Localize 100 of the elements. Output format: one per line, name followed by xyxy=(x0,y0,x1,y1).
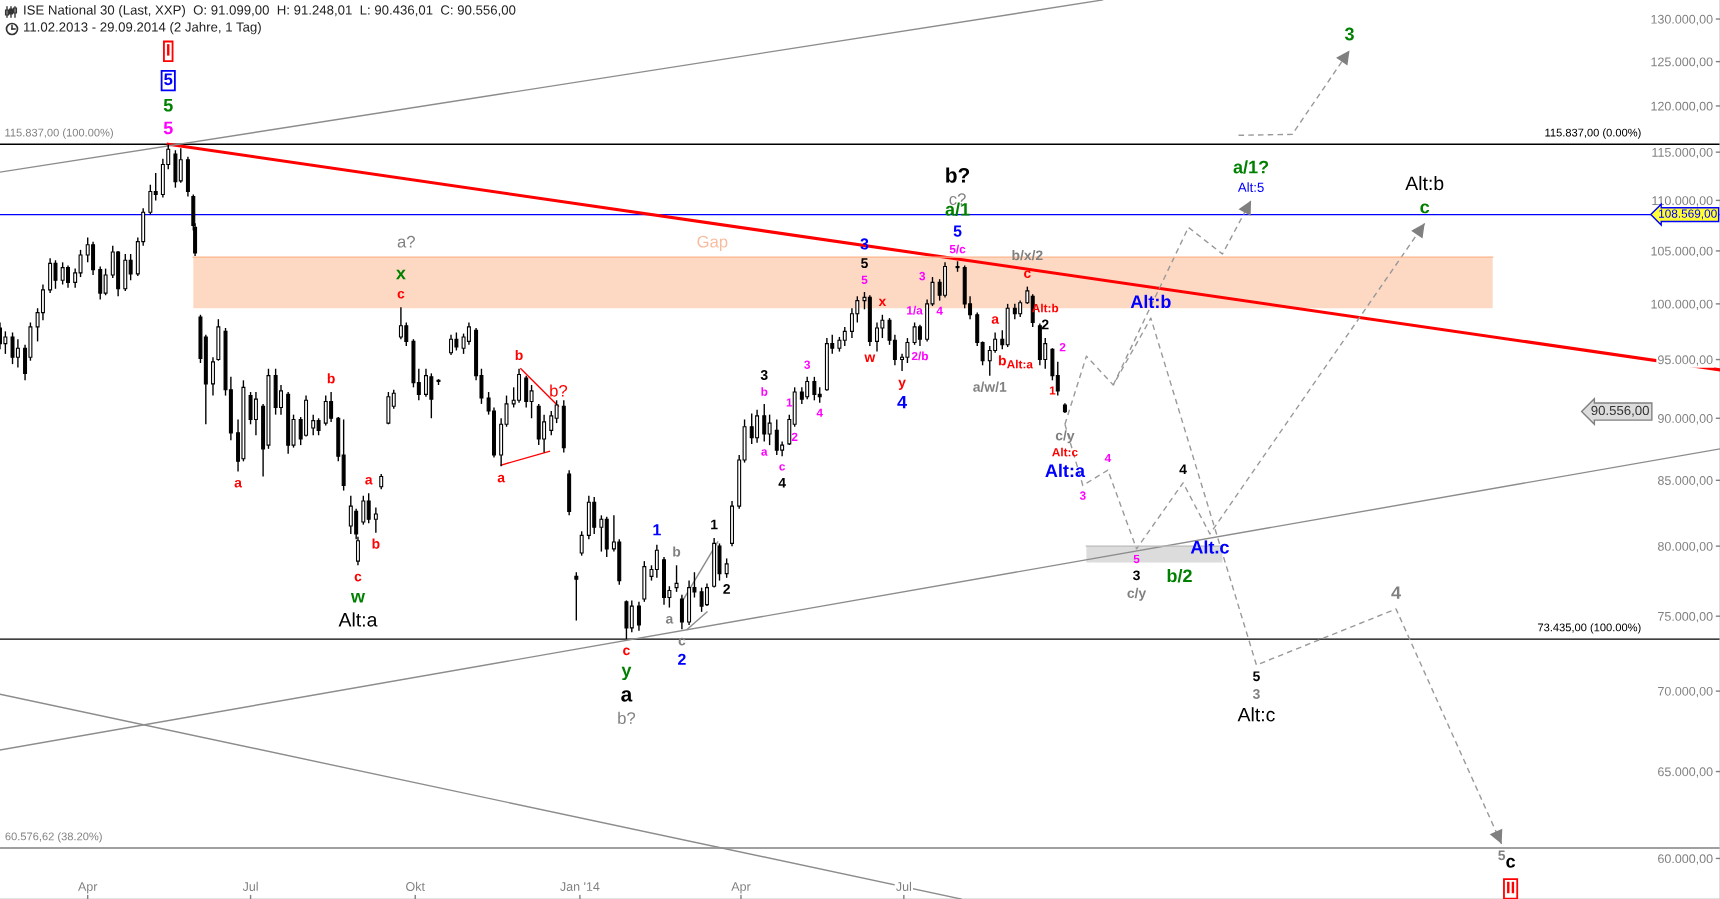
y-tick-label: 105.000,00 xyxy=(1651,246,1713,258)
text: 11.02.2013 - 29.09.2014 (2 Jahre, 1 Tag) xyxy=(24,22,261,35)
annotation: 4 xyxy=(1104,453,1112,463)
annotation: c xyxy=(1506,857,1516,868)
annotation: 4 xyxy=(778,478,786,488)
annotation: c xyxy=(779,464,786,471)
y-tick-label: 110.000,00 xyxy=(1652,196,1713,207)
y-tick-label: 90.000,00 xyxy=(1658,414,1713,425)
annotation: 73.435,00 (100.00%) xyxy=(1538,623,1641,634)
annotation: b xyxy=(372,538,380,549)
annotation: Alt:b xyxy=(1405,175,1444,191)
annotation: 60.576,62 (38.20%) xyxy=(5,832,102,843)
annotation: 2 xyxy=(678,653,686,665)
y-tick-label: 80.000,00 xyxy=(1657,541,1713,553)
annotation: b xyxy=(998,355,1006,366)
annotation: b? xyxy=(618,711,636,725)
annotation: a xyxy=(665,616,674,624)
annotation: 3 xyxy=(860,238,869,250)
annotation: a xyxy=(497,474,506,483)
annotation: 1 xyxy=(653,524,661,536)
annotation: 3 xyxy=(804,360,811,369)
annotation: 5 xyxy=(861,275,868,285)
annotation: 2 xyxy=(1059,343,1066,352)
annotation: 5 xyxy=(953,225,962,237)
annotation: a/1? xyxy=(1233,160,1269,174)
annotation: 4 xyxy=(897,395,907,409)
annotation: a? xyxy=(397,235,415,248)
annotation: Alt:a xyxy=(338,612,378,627)
annotation: 2 xyxy=(723,584,730,594)
annotation: c xyxy=(1420,203,1430,214)
x-tick-label: Okt xyxy=(406,881,425,891)
annotation: 2 xyxy=(1041,319,1049,330)
x-tick-label: Apr xyxy=(731,882,751,894)
annotation: 3 xyxy=(1079,491,1086,500)
annotation: 5 xyxy=(1498,850,1506,861)
annotation: I xyxy=(167,44,170,56)
annotation: 2/b xyxy=(911,351,928,361)
y-tick-label: 60.000,00 xyxy=(1658,854,1713,865)
ref-line-label: 108.569,00 xyxy=(1659,209,1717,220)
annotation: Alt:c xyxy=(1237,707,1275,722)
annotation: 90.556,00 xyxy=(1591,405,1649,417)
annotation: c/y xyxy=(1127,587,1147,601)
annotation: 5 xyxy=(163,121,173,135)
annotation: 115.837,00 (100.00%) xyxy=(5,128,113,139)
annotation: 115.837,00 (0.00%) xyxy=(1545,128,1641,139)
annotation: 1/a xyxy=(907,305,923,315)
annotation: 3 xyxy=(1132,570,1140,581)
annotation: 4 xyxy=(816,408,823,417)
annotation: a xyxy=(991,316,1000,324)
x-tick-label: Jan '14 xyxy=(560,882,600,891)
annotation: 3 xyxy=(919,271,926,281)
annotation: 1 xyxy=(711,519,718,530)
annotation: b? xyxy=(946,167,970,183)
y-tick-label: 85.000,00 xyxy=(1657,476,1713,487)
annotation: 3 xyxy=(1252,689,1260,699)
annotation: c xyxy=(354,573,362,582)
annotation: w xyxy=(864,354,876,362)
annotation: 4 xyxy=(936,306,943,315)
x-tick-label: Jul xyxy=(896,881,911,891)
y-tick-label: 75.000,00 xyxy=(1658,611,1713,623)
annotation: 3 xyxy=(760,370,768,380)
y-tick-label: 125.000,00 xyxy=(1651,57,1713,68)
annotation: Alt:a xyxy=(1006,359,1034,369)
annotation: II xyxy=(1507,881,1515,894)
annotation: 5/c xyxy=(949,244,966,254)
y-tick-label: 95.000,00 xyxy=(1658,355,1713,366)
annotation: c xyxy=(623,647,630,656)
annotation: 4 xyxy=(1391,586,1401,599)
annotation: 1 xyxy=(1049,386,1056,395)
annotation: b xyxy=(761,387,768,396)
annotation: 3 xyxy=(1344,27,1354,41)
annotation: c xyxy=(397,290,405,299)
annotation: b? xyxy=(550,384,568,397)
annotation: b/2 xyxy=(1167,568,1192,583)
annotation: 5 xyxy=(164,73,173,86)
annotation: x xyxy=(396,269,406,280)
annotation: Gap xyxy=(697,235,728,251)
annotation: Alt:b xyxy=(1130,294,1171,309)
annotation: Alt:a xyxy=(1045,463,1086,478)
annotation: 5 xyxy=(1133,554,1140,564)
x-tick-label: Apr xyxy=(78,882,98,894)
y-tick-label: 130.000,00 xyxy=(1651,14,1713,26)
annotation: a xyxy=(365,476,373,485)
annotation: 1 xyxy=(786,398,793,407)
annotation: 5 xyxy=(861,258,868,269)
annotation: x xyxy=(878,298,887,307)
annotation: Alt.c xyxy=(1190,540,1229,554)
y-tick-label: 70.000,00 xyxy=(1658,686,1713,698)
y-tick-label: 120.000,00 xyxy=(1651,101,1713,113)
y-tick-label: 65.000,00 xyxy=(1658,767,1713,778)
annotation: Alt:5 xyxy=(1237,182,1264,192)
annotation: a xyxy=(234,479,242,488)
y-tick-label: 115.000,00 xyxy=(1652,147,1713,159)
annotation: a xyxy=(621,690,633,702)
annotation: b xyxy=(673,546,681,557)
annotation: a xyxy=(761,449,768,456)
annotation: b xyxy=(515,349,523,361)
annotation: 5 xyxy=(163,98,173,112)
chart-title: ISE National 30 (Last, XXP) O: 91.099,00 H: 91.248,01 L: 90.436,01 C: 90.556,00 xyxy=(24,5,516,18)
annotation: c xyxy=(1024,270,1031,278)
